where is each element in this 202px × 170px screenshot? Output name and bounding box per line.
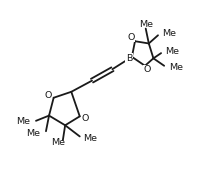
Text: Me: Me <box>165 47 179 56</box>
Text: Me: Me <box>169 64 184 72</box>
Text: O: O <box>81 114 89 123</box>
Text: Me: Me <box>17 117 31 126</box>
Text: Me: Me <box>51 138 65 147</box>
Text: O: O <box>144 65 151 74</box>
Text: O: O <box>127 33 135 42</box>
Text: Me: Me <box>84 134 98 143</box>
Text: O: O <box>45 91 52 100</box>
Text: Me: Me <box>163 29 177 38</box>
Text: Me: Me <box>27 129 41 138</box>
Text: B: B <box>126 54 132 63</box>
Text: Me: Me <box>139 20 153 29</box>
